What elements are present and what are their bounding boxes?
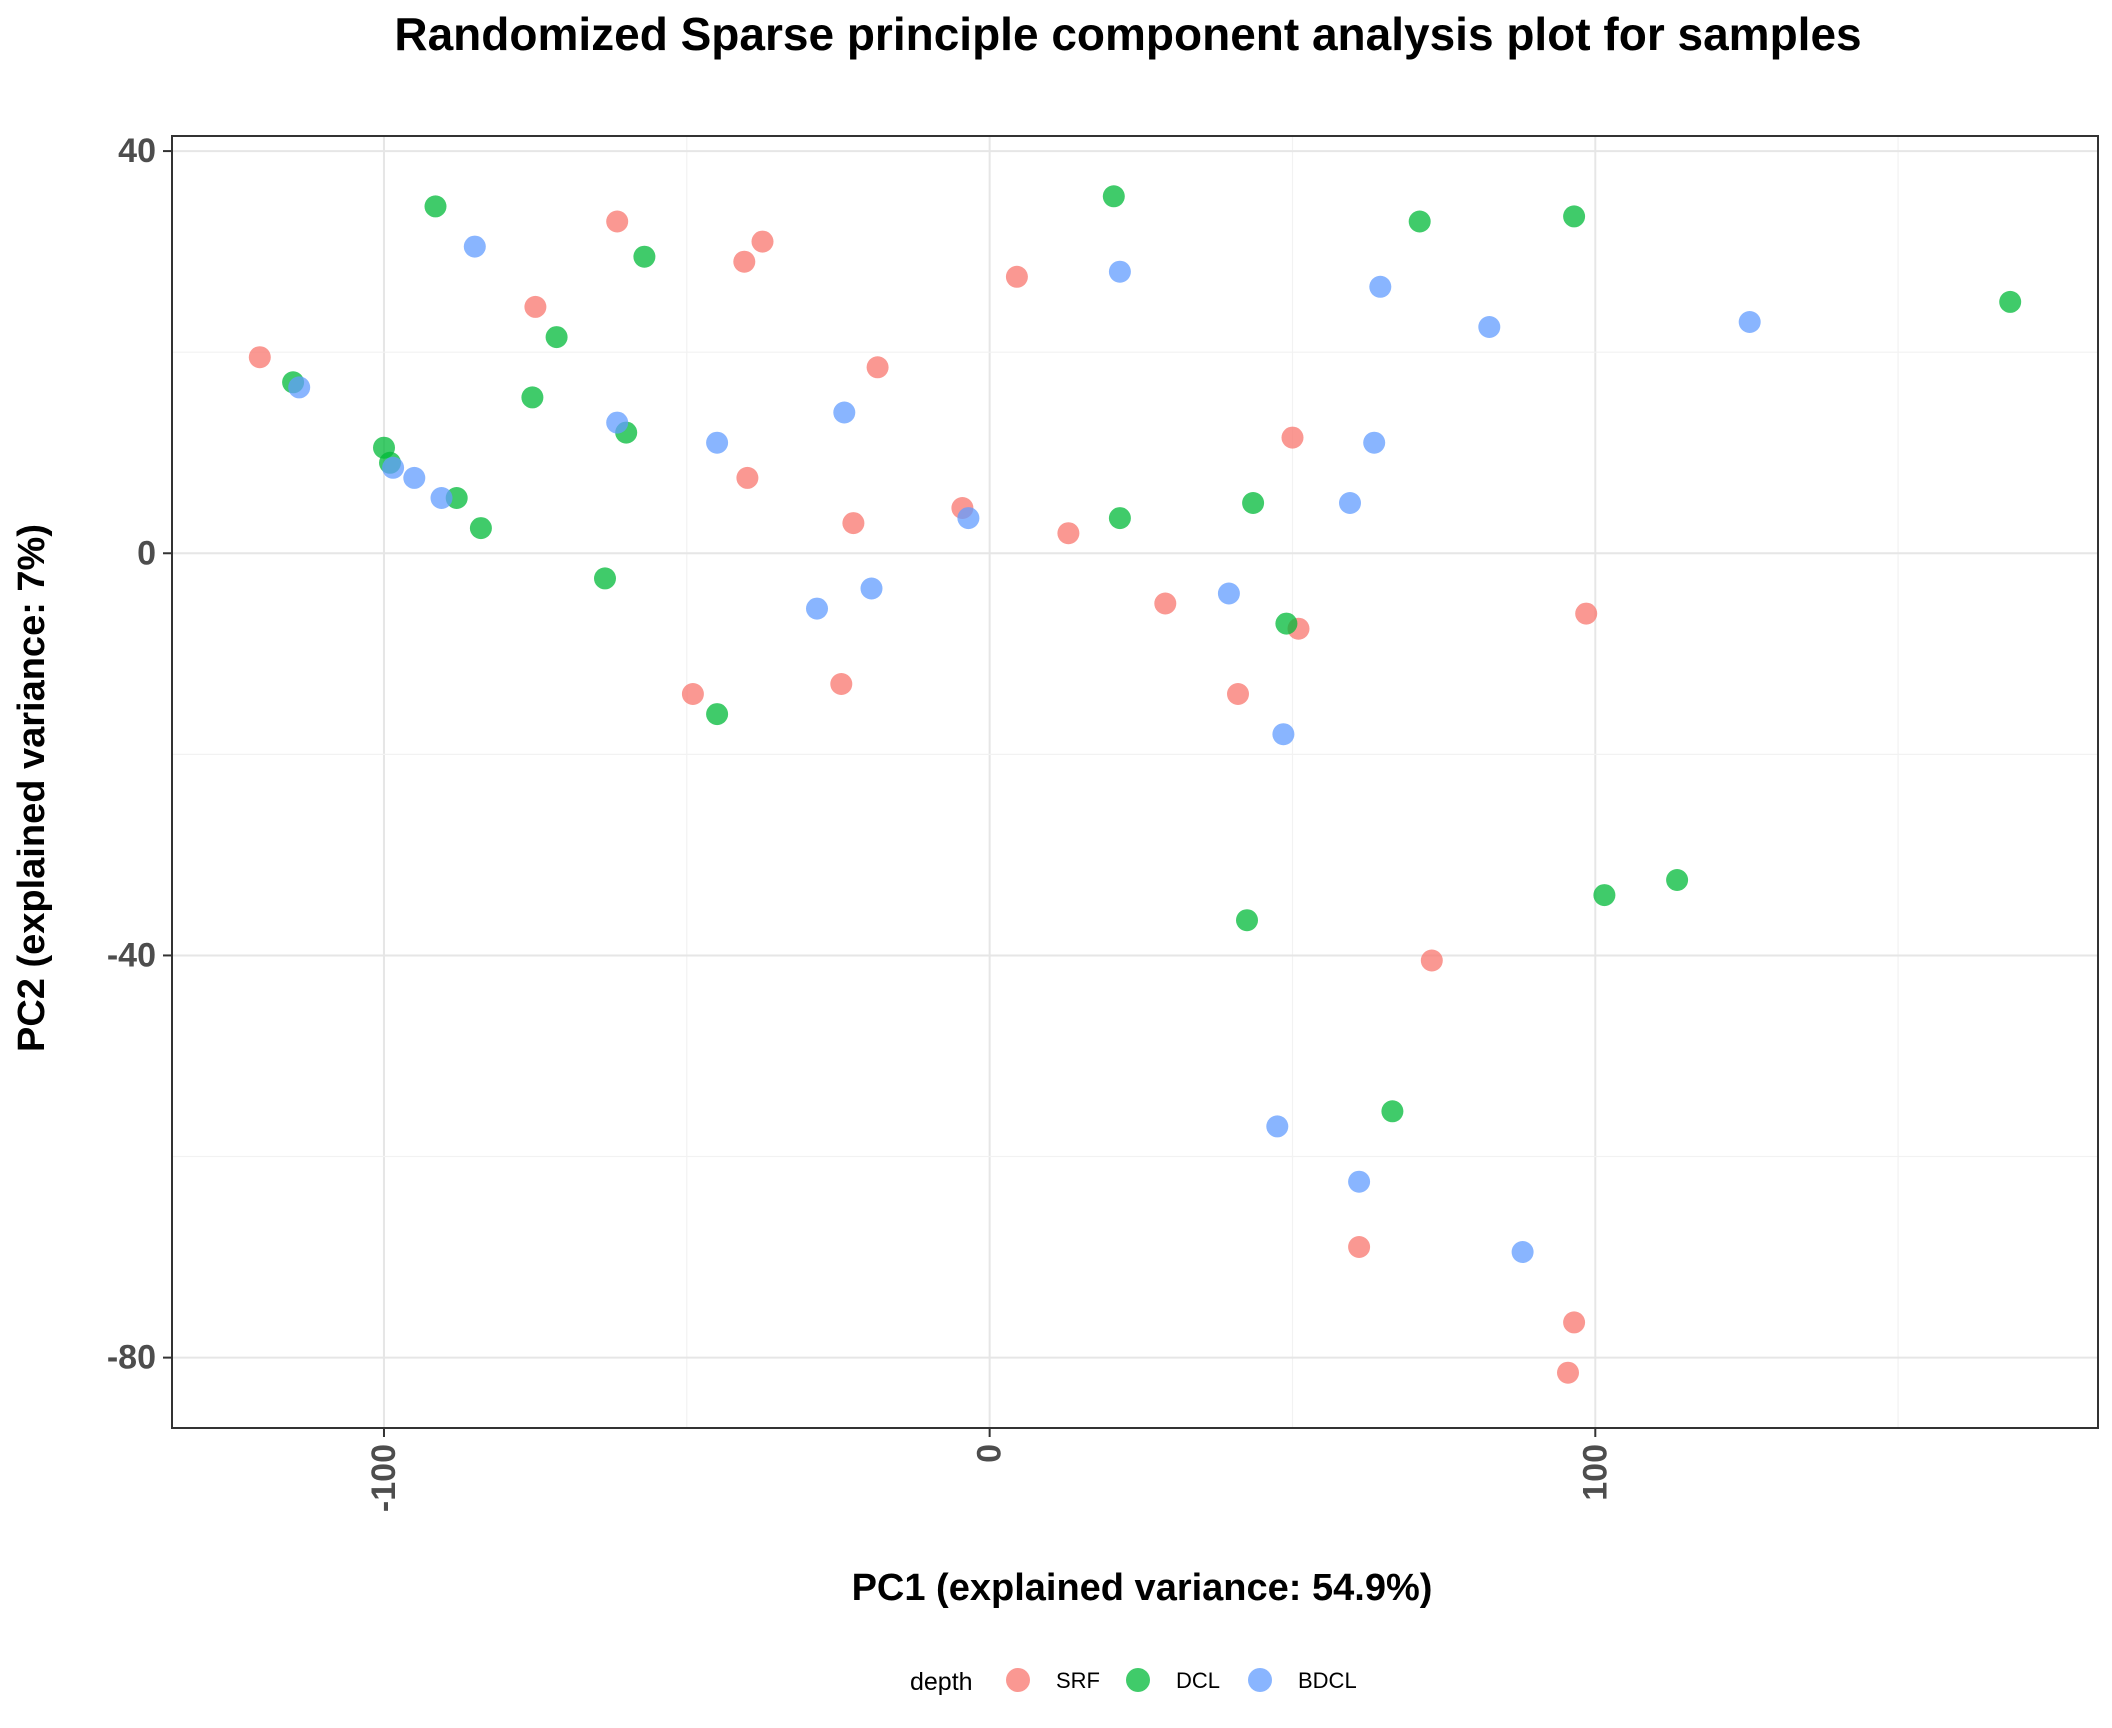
data-point-srf [1154, 592, 1177, 615]
y-axis: -80 -40 0 40 [107, 132, 172, 1377]
series-srf [248, 210, 1598, 1384]
x-tick-label: 0 [971, 1444, 1009, 1463]
legend-label: SRF [1056, 1668, 1100, 1693]
legend: depth SRF DCL BDCL [910, 1668, 1357, 1696]
data-point-dcl [1242, 492, 1265, 514]
data-point-dcl [1999, 290, 2022, 313]
data-point-dcl [1408, 210, 1431, 233]
data-point-dcl [1236, 909, 1258, 932]
legend-title: depth [910, 1668, 973, 1696]
data-point-bdcl [606, 411, 629, 434]
data-point-srf [830, 673, 853, 695]
data-point-srf [1575, 602, 1598, 625]
data-point-bdcl [1339, 492, 1361, 514]
data-point-dcl [1381, 1100, 1404, 1123]
legend-item-bdcl: BDCL [1248, 1668, 1357, 1693]
data-point-bdcl [957, 507, 980, 530]
data-point-bdcl [833, 401, 856, 424]
data-point-bdcl [1511, 1241, 1534, 1263]
data-point-bdcl [403, 466, 426, 489]
data-point-dcl [633, 245, 656, 268]
data-point-dcl [1102, 185, 1125, 208]
data-point-srf [524, 295, 547, 318]
data-point-srf [736, 466, 759, 489]
data-point-bdcl [806, 597, 828, 620]
data-point-bdcl [1478, 316, 1501, 338]
data-point-srf [842, 512, 865, 535]
data-point-srf [248, 346, 271, 369]
data-point-bdcl [706, 431, 729, 454]
data-point-srf [1227, 683, 1249, 705]
data-point-dcl [1666, 869, 1689, 891]
data-points-layer [248, 185, 2022, 1384]
data-point-bdcl [860, 577, 883, 600]
data-point-dcl [469, 517, 492, 540]
data-point-srf [1557, 1361, 1579, 1384]
data-point-dcl [545, 326, 568, 349]
y-tick-label: -80 [107, 1339, 156, 1377]
data-point-srf [1348, 1236, 1371, 1258]
data-point-srf [733, 250, 756, 273]
grid-layer [172, 136, 2098, 1428]
series-bdcl [288, 235, 1761, 1263]
data-point-srf [1057, 522, 1080, 545]
data-point-bdcl [382, 456, 405, 479]
data-point-bdcl [1217, 582, 1240, 605]
legend-key-dcl [1126, 1668, 1150, 1692]
data-point-srf [1563, 1311, 1586, 1334]
data-point-srf [681, 683, 704, 705]
data-point-srf [1281, 426, 1304, 449]
legend-key-bdcl [1248, 1668, 1272, 1692]
legend-item-dcl: DCL [1126, 1668, 1220, 1693]
data-point-dcl [1275, 612, 1298, 635]
data-point-dcl [1593, 884, 1616, 907]
plot-panel-border [171, 135, 2099, 1429]
data-point-bdcl [1348, 1170, 1371, 1193]
y-tick-label: 40 [118, 132, 156, 170]
data-point-srf [1005, 265, 1028, 288]
data-point-bdcl [288, 376, 311, 399]
data-point-dcl [445, 487, 468, 509]
legend-label: DCL [1176, 1668, 1220, 1693]
legend-key-srf [1006, 1668, 1030, 1692]
y-tick-label: -40 [107, 936, 156, 974]
data-point-srf [606, 210, 629, 233]
data-point-dcl [1108, 507, 1131, 530]
data-point-bdcl [1738, 311, 1761, 333]
data-point-dcl [594, 567, 616, 590]
data-point-bdcl [1266, 1115, 1289, 1138]
legend-label: BDCL [1298, 1668, 1357, 1693]
chart-title: Randomized Sparse principle component an… [394, 8, 1861, 60]
data-point-bdcl [1108, 260, 1131, 283]
data-point-srf [1420, 949, 1443, 972]
data-point-dcl [521, 386, 544, 409]
data-point-bdcl [1272, 723, 1295, 746]
x-axis: -100 0 100 [365, 1428, 1614, 1512]
data-point-bdcl [463, 235, 486, 258]
legend-item-srf: SRF [1006, 1668, 1100, 1693]
series-dcl [282, 185, 2022, 1123]
data-point-bdcl [1363, 431, 1386, 454]
data-point-dcl [706, 703, 729, 726]
data-point-srf [751, 230, 774, 253]
data-point-bdcl [430, 487, 453, 509]
y-axis-title: PC2 (explained variance: 7%) [11, 524, 53, 1052]
data-point-srf [866, 356, 889, 379]
x-tick-label: 100 [1576, 1444, 1614, 1501]
data-point-dcl [1563, 205, 1586, 228]
x-tick-label: -100 [365, 1444, 403, 1512]
x-axis-title: PC1 (explained variance: 54.9%) [852, 1567, 1433, 1609]
y-tick-label: 0 [137, 534, 156, 572]
data-point-dcl [424, 195, 447, 218]
data-point-bdcl [1369, 275, 1392, 298]
